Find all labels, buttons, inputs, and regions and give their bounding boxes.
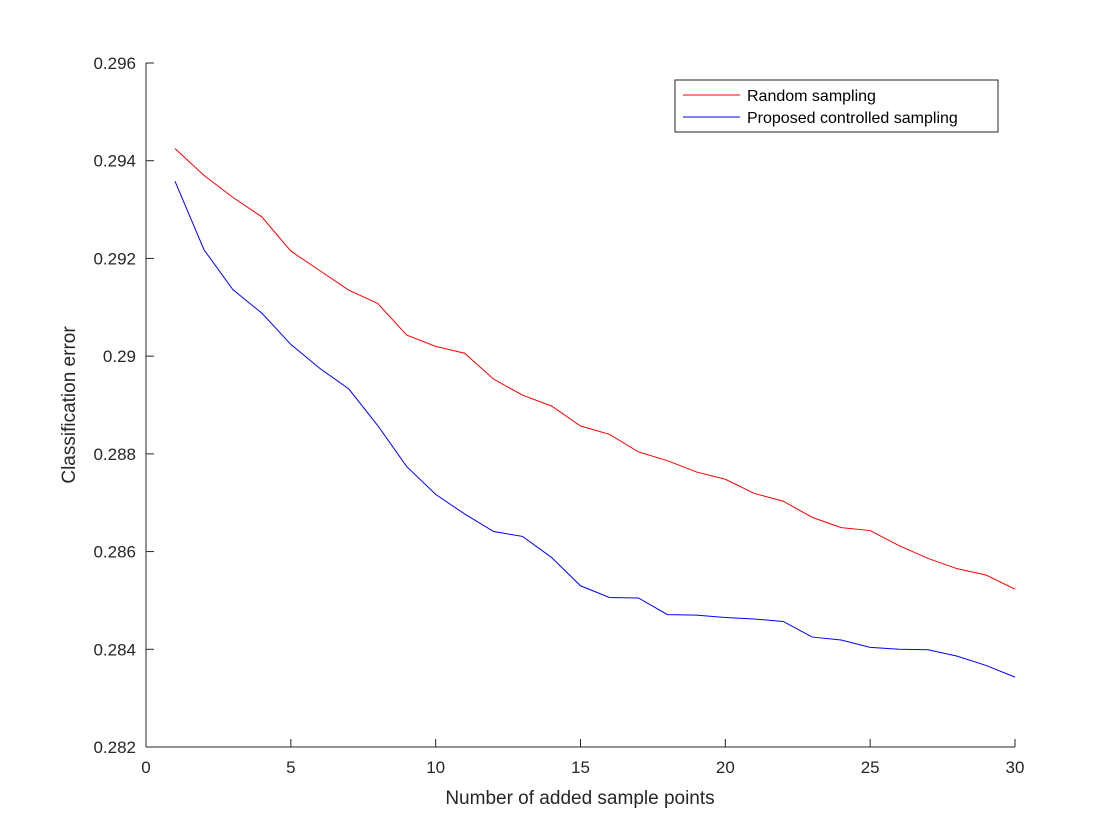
y-tick-label: 0.288 [93, 445, 136, 464]
y-axis-label: Classification error [59, 326, 80, 484]
series-layer [174, 148, 1016, 678]
plot-area [146, 63, 1015, 747]
x-axis-label: Number of added sample points [445, 788, 714, 809]
y-tick-label: 0.282 [93, 738, 136, 757]
y-tick-label: 0.284 [93, 640, 136, 659]
y-tick-label: 0.286 [93, 543, 136, 562]
legend: Random sampling Proposed controlled samp… [674, 79, 999, 133]
x-tick-label: 15 [571, 758, 590, 777]
x-tick-label: 20 [716, 758, 735, 777]
legend-label-random-sampling: Random sampling [747, 88, 876, 105]
x-tick-label: 5 [286, 758, 295, 777]
x-axis-ticks: 0 5 10 15 20 25 30 [141, 739, 1024, 777]
series-line-proposed-controlled-sampling [174, 181, 1016, 678]
x-tick-label: 10 [426, 758, 445, 777]
y-tick-label: 0.292 [93, 249, 136, 268]
x-tick-label: 25 [861, 758, 880, 777]
x-tick-label: 0 [141, 758, 150, 777]
legend-label-proposed-controlled-sampling: Proposed controlled sampling [747, 110, 958, 127]
y-tick-label: 0.296 [93, 54, 136, 73]
y-tick-label: 0.294 [93, 152, 136, 171]
y-tick-label: 0.29 [103, 347, 136, 366]
legend-box [674, 79, 999, 133]
y-axis-ticks: 0.282 0.284 0.286 0.288 0.29 0.292 0.294 0.296 [93, 54, 154, 757]
x-tick-label: 30 [1006, 758, 1025, 777]
series-line-random-sampling [174, 148, 1016, 590]
